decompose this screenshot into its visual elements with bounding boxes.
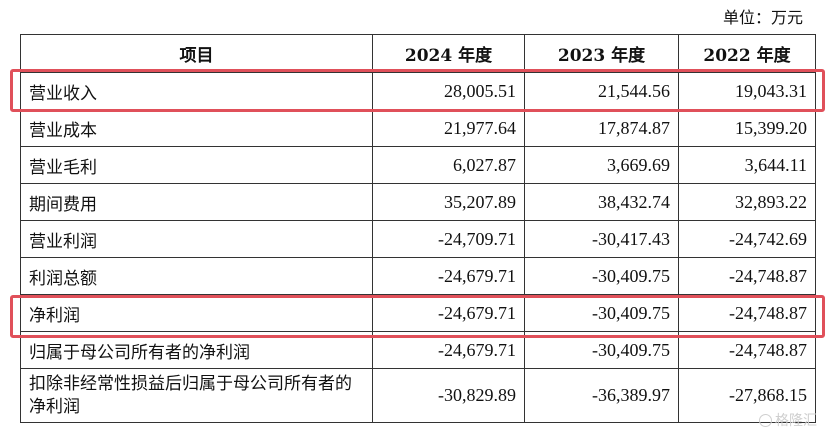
highlight-box-revenue — [10, 69, 825, 112]
table-row: 营业成本 21,977.64 17,874.87 15,399.20 — [20, 109, 816, 147]
table-row: 期间费用 35,207.89 38,432.74 32,893.22 — [20, 183, 816, 221]
value-2024: 35,207.89 — [372, 183, 525, 221]
table-row: 营业收入 28,005.51 21,544.56 19,043.31 — [20, 72, 816, 110]
header-item: 项目 — [20, 34, 373, 73]
value-2022: 19,043.31 — [678, 72, 816, 110]
value-2023: -30,409.75 — [524, 257, 679, 295]
table-header-row: 项目 2024 年度 2023 年度 2022 年度 — [20, 34, 816, 73]
value-2022: -24,748.87 — [678, 257, 816, 295]
row-label: 扣除非经常性损益后归属于母公司所有者的净利润 — [20, 368, 373, 423]
row-label: 营业利润 — [20, 220, 373, 258]
row-label: 营业毛利 — [20, 146, 373, 184]
table-row: 营业毛利 6,027.87 3,669.69 3,644.11 — [20, 146, 816, 184]
financial-table: 项目 2024 年度 2023 年度 2022 年度 营业收入 28,005.5… — [20, 34, 816, 423]
value-2023: -30,417.43 — [524, 220, 679, 258]
value-2023: -30,409.75 — [524, 294, 679, 332]
value-2024: -24,679.71 — [372, 257, 525, 295]
watermark-text: 格隆汇 — [775, 413, 817, 429]
value-2023: 3,669.69 — [524, 146, 679, 184]
value-2024: 21,977.64 — [372, 109, 525, 147]
table-row: 扣除非经常性损益后归属于母公司所有者的净利润 -30,829.89 -36,38… — [20, 368, 816, 423]
value-2022: 15,399.20 — [678, 109, 816, 147]
value-2023: 38,432.74 — [524, 183, 679, 221]
highlight-box-net-profit — [10, 295, 825, 338]
table-row: 净利润 -24,679.71 -30,409.75 -24,748.87 — [20, 294, 816, 332]
unit-label: 单位：万元 — [722, 8, 803, 27]
value-2022: -27,868.15 — [678, 368, 816, 423]
value-2024: -24,709.71 — [372, 220, 525, 258]
value-2023: 21,544.56 — [524, 72, 679, 110]
table-row: 利润总额 -24,679.71 -30,409.75 -24,748.87 — [20, 257, 816, 295]
value-2023: -36,389.97 — [524, 368, 679, 423]
header-2024: 2024 年度 — [372, 34, 525, 73]
value-2022: -24,748.87 — [678, 294, 816, 332]
table-row: 营业利润 -24,709.71 -30,417.43 -24,742.69 — [20, 220, 816, 258]
row-label: 期间费用 — [20, 183, 373, 221]
value-2024: 6,027.87 — [372, 146, 525, 184]
value-2022: -24,742.69 — [678, 220, 816, 258]
value-2024: -30,829.89 — [372, 368, 525, 423]
row-label: 利润总额 — [20, 257, 373, 295]
header-2022: 2022 年度 — [678, 34, 816, 73]
value-2022: 3,644.11 — [678, 146, 816, 184]
value-2023: 17,874.87 — [524, 109, 679, 147]
value-2022: 32,893.22 — [678, 183, 816, 221]
header-2023: 2023 年度 — [524, 34, 679, 73]
row-label: 营业成本 — [20, 109, 373, 147]
watermark-logo-icon — [759, 413, 772, 427]
watermark: 格隆汇 — [759, 410, 817, 430]
